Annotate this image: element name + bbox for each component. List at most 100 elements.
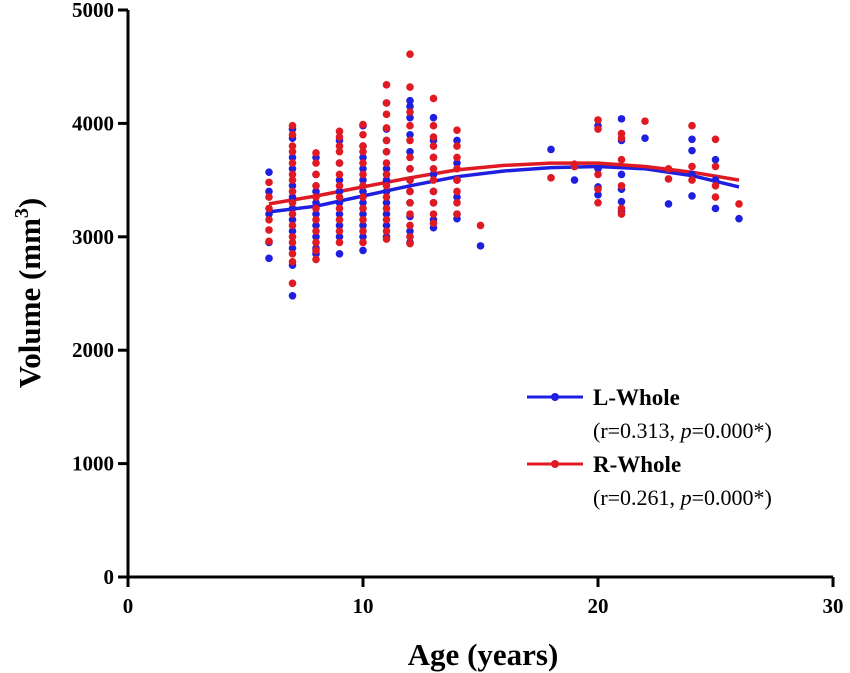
- data-point-r-whole: [406, 239, 414, 248]
- data-point-r-whole: [406, 153, 414, 162]
- y-axis-title: Volume (mm3): [11, 198, 47, 389]
- data-point-r-whole: [406, 198, 414, 207]
- x-tick-label: 10: [353, 594, 374, 618]
- data-point-l-whole: [265, 210, 273, 218]
- data-point-r-whole: [335, 159, 344, 167]
- legend-stats-l-whole-rest: =0.000*): [692, 418, 772, 443]
- legend-stats-r-whole: (r=0.261, p=0.000*): [593, 485, 772, 510]
- data-point-r-whole: [335, 227, 344, 235]
- data-point-l-whole: [312, 233, 320, 241]
- x-tick-label: 0: [123, 594, 134, 618]
- data-point-l-whole: [711, 176, 720, 184]
- data-point-r-whole: [359, 204, 367, 213]
- data-point-r-whole: [382, 99, 391, 107]
- data-point-r-whole: [359, 170, 367, 179]
- data-point-r-whole: [312, 170, 320, 179]
- data-point-r-whole: [382, 181, 391, 190]
- data-point-l-whole: [688, 170, 696, 179]
- data-point-l-whole: [429, 113, 438, 122]
- data-point-l-whole: [429, 170, 438, 179]
- data-point-l-whole: [335, 198, 344, 207]
- data-point-r-whole: [429, 121, 438, 130]
- data-point-r-whole: [453, 187, 461, 196]
- data-point-l-whole: [359, 233, 367, 241]
- data-point-l-whole: [359, 187, 367, 196]
- data-point-r-whole: [594, 170, 602, 179]
- data-point-l-whole: [288, 204, 297, 213]
- x-tick-label: 30: [823, 594, 844, 618]
- data-point-r-whole: [265, 193, 273, 201]
- data-point-r-whole: [265, 215, 273, 224]
- data-point-l-whole: [711, 155, 720, 164]
- x-tick-label: 20: [588, 594, 609, 618]
- y-axis-title-close: ): [12, 198, 47, 208]
- data-point-r-whole: [453, 153, 461, 162]
- data-point-l-whole: [288, 244, 297, 252]
- data-point-l-whole: [335, 250, 344, 258]
- data-point-r-whole: [735, 200, 743, 208]
- data-point-r-whole: [288, 250, 297, 258]
- data-point-r-whole: [288, 147, 297, 156]
- data-point-l-whole: [711, 204, 720, 213]
- data-point-r-whole: [288, 233, 297, 241]
- y-tick-label: 5000: [72, 0, 114, 22]
- data-point-l-whole: [406, 227, 414, 235]
- data-point-l-whole: [288, 215, 297, 224]
- data-point-l-whole: [617, 197, 626, 206]
- data-point-r-whole: [664, 175, 673, 183]
- data-point-r-whole: [335, 181, 344, 190]
- data-point-l-whole: [453, 136, 461, 145]
- data-point-r-whole: [382, 159, 391, 167]
- data-point-r-whole: [406, 121, 414, 130]
- data-point-r-whole: [382, 110, 391, 119]
- data-point-r-whole: [312, 204, 320, 213]
- data-point-r-whole: [359, 147, 367, 156]
- data-point-l-whole: [312, 198, 320, 207]
- data-point-r-whole: [359, 193, 367, 201]
- y-tick-label: 1000: [72, 452, 114, 476]
- data-point-r-whole: [429, 219, 438, 227]
- legend-label-r-whole: R-Whole: [593, 452, 681, 477]
- data-point-l-whole: [288, 153, 297, 162]
- data-point-r-whole: [288, 210, 297, 218]
- data-point-l-whole: [359, 210, 367, 218]
- data-point-r-whole: [594, 198, 602, 207]
- data-point-l-whole: [359, 221, 367, 230]
- y-tick-label: 3000: [72, 225, 114, 249]
- data-point-l-whole: [359, 176, 367, 184]
- data-point-r-whole: [288, 198, 297, 207]
- legend-entry-r-whole: R-Whole (r=0.261, p=0.000*): [527, 452, 772, 510]
- data-point-r-whole: [688, 162, 696, 171]
- data-point-r-whole: [429, 176, 438, 184]
- data-point-r-whole: [382, 81, 391, 89]
- data-point-r-whole: [359, 130, 367, 139]
- data-point-r-whole: [265, 178, 273, 187]
- legend-stats-l-whole-p: p: [679, 418, 692, 443]
- data-point-l-whole: [547, 145, 555, 154]
- data-point-r-whole: [312, 238, 320, 247]
- data-point-r-whole: [359, 142, 367, 150]
- data-point-r-whole: [312, 215, 320, 224]
- data-point-l-whole: [570, 176, 579, 184]
- data-point-l-whole: [335, 221, 344, 230]
- data-point-l-whole: [312, 187, 320, 196]
- data-point-l-whole: [641, 134, 649, 142]
- data-point-l-whole: [359, 198, 367, 207]
- data-point-l-whole: [594, 191, 602, 199]
- data-point-l-whole: [265, 254, 273, 263]
- data-point-r-whole: [265, 204, 273, 213]
- data-point-l-whole: [382, 198, 391, 207]
- data-point-r-whole: [406, 176, 414, 184]
- data-point-r-whole: [429, 94, 438, 103]
- data-point-r-whole: [335, 147, 344, 156]
- y-tick-label: 4000: [72, 111, 114, 135]
- data-point-l-whole: [688, 192, 696, 200]
- data-point-l-whole: [312, 210, 320, 218]
- data-point-r-whole: [359, 215, 367, 224]
- legend-stats-r-whole-open: (r=0.261,: [593, 485, 681, 510]
- data-point-r-whole: [335, 238, 344, 247]
- data-point-l-whole: [288, 227, 297, 235]
- data-point-r-whole: [312, 255, 320, 264]
- data-point-r-whole: [429, 133, 438, 141]
- data-point-r-whole: [594, 116, 602, 124]
